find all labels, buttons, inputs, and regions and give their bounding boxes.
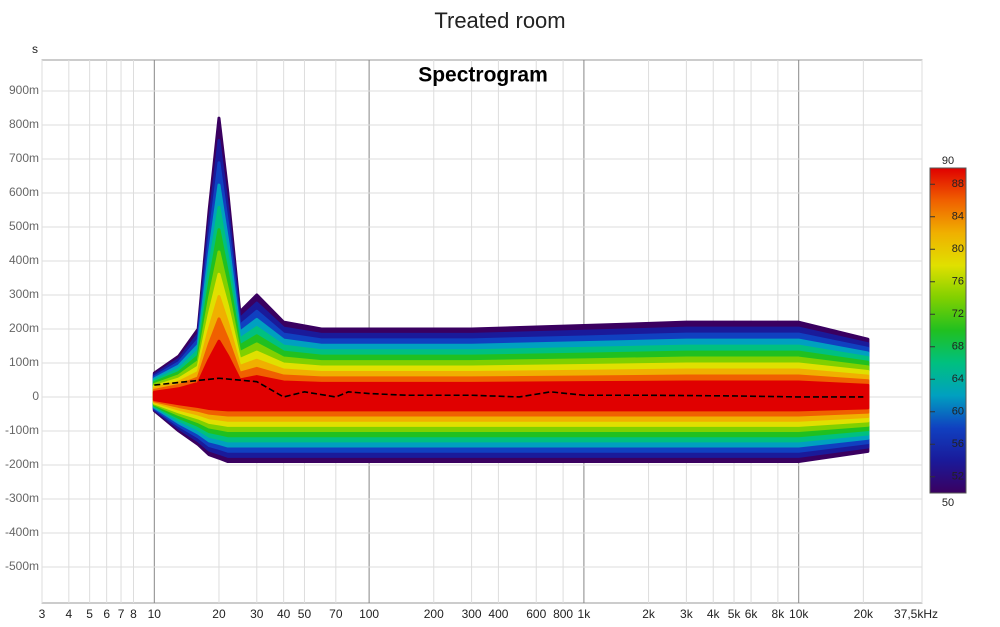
x-tick-label: 6	[103, 607, 110, 621]
x-tick-label: 300	[462, 607, 482, 621]
x-tick-label: 2k	[642, 607, 656, 621]
y-tick-label: 800m	[9, 117, 39, 131]
x-tick-label: 1k	[578, 607, 592, 621]
colorbar-tick-label: 68	[952, 341, 964, 353]
x-tick-label: 3	[39, 607, 46, 621]
y-tick-label: -400m	[5, 525, 39, 539]
x-tick-label: 5k	[728, 607, 742, 621]
intensity-band	[152, 339, 870, 412]
y-unit: s	[32, 42, 38, 56]
colorbar-tick-label: 88	[952, 178, 964, 190]
x-tick-label: 800	[553, 607, 573, 621]
y-tick-label: -500m	[5, 559, 39, 573]
y-tick-label: -100m	[5, 423, 39, 437]
x-tick-label: 50	[298, 607, 312, 621]
colorbar-tick-label: 64	[952, 373, 964, 385]
peak-line	[154, 377, 864, 398]
colorbar-tick-label: 52	[952, 471, 964, 483]
colorbar-tick-label: 56	[952, 438, 964, 450]
x-tick-label: 7	[118, 607, 125, 621]
x-tick-label: 40	[277, 607, 291, 621]
y-tick-label: 100m	[9, 355, 39, 369]
y-tick-label: 700m	[9, 151, 39, 165]
y-tick-label: 300m	[9, 287, 39, 301]
x-tick-label: 20	[212, 607, 226, 621]
x-tick-label: 8	[130, 607, 137, 621]
chart-subtitle: Spectrogram	[418, 64, 548, 87]
y-tick-label: -300m	[5, 491, 39, 505]
colorbar-tick-label: 72	[952, 308, 964, 320]
x-tick-label: 10k	[789, 607, 809, 621]
colorbar-tick-label: 80	[952, 243, 964, 255]
y-tick-label: 400m	[9, 253, 39, 267]
y-tick-label: -200m	[5, 457, 39, 471]
colorbar-tick-label: 90	[942, 155, 954, 167]
x-tick-label: 10	[148, 607, 162, 621]
x-tick-label: 30	[250, 607, 264, 621]
x-tick-label: 600	[526, 607, 546, 621]
y-tick-label: 600m	[9, 185, 39, 199]
x-tick-label: 5	[86, 607, 93, 621]
x-tick-label: 6k	[745, 607, 759, 621]
x-tick-label: 20k	[854, 607, 874, 621]
x-tick-label: 400	[488, 607, 508, 621]
x-tick-label: 4	[65, 607, 72, 621]
colorbar-tick-label: 84	[952, 211, 964, 223]
x-tick-label: 37,5kHz	[894, 607, 938, 621]
colorbar	[929, 167, 967, 494]
x-tick-label: 8k	[772, 607, 786, 621]
x-tick-label: 4k	[707, 607, 721, 621]
x-tick-label: 3k	[680, 607, 694, 621]
x-tick-label: 100	[359, 607, 379, 621]
x-tick-label: 70	[329, 607, 343, 621]
y-tick-label: 500m	[9, 219, 39, 233]
colorbar-tick-label: 60	[952, 406, 964, 418]
y-tick-label: 900m	[9, 83, 39, 97]
chart-title: Treated room	[434, 8, 565, 33]
x-tick-label: 200	[424, 607, 444, 621]
colorbar-tick-label: 50	[942, 497, 954, 509]
colorbar-tick-label: 76	[952, 276, 964, 288]
y-tick-label: 0	[32, 389, 39, 403]
y-tick-label: 200m	[9, 321, 39, 335]
